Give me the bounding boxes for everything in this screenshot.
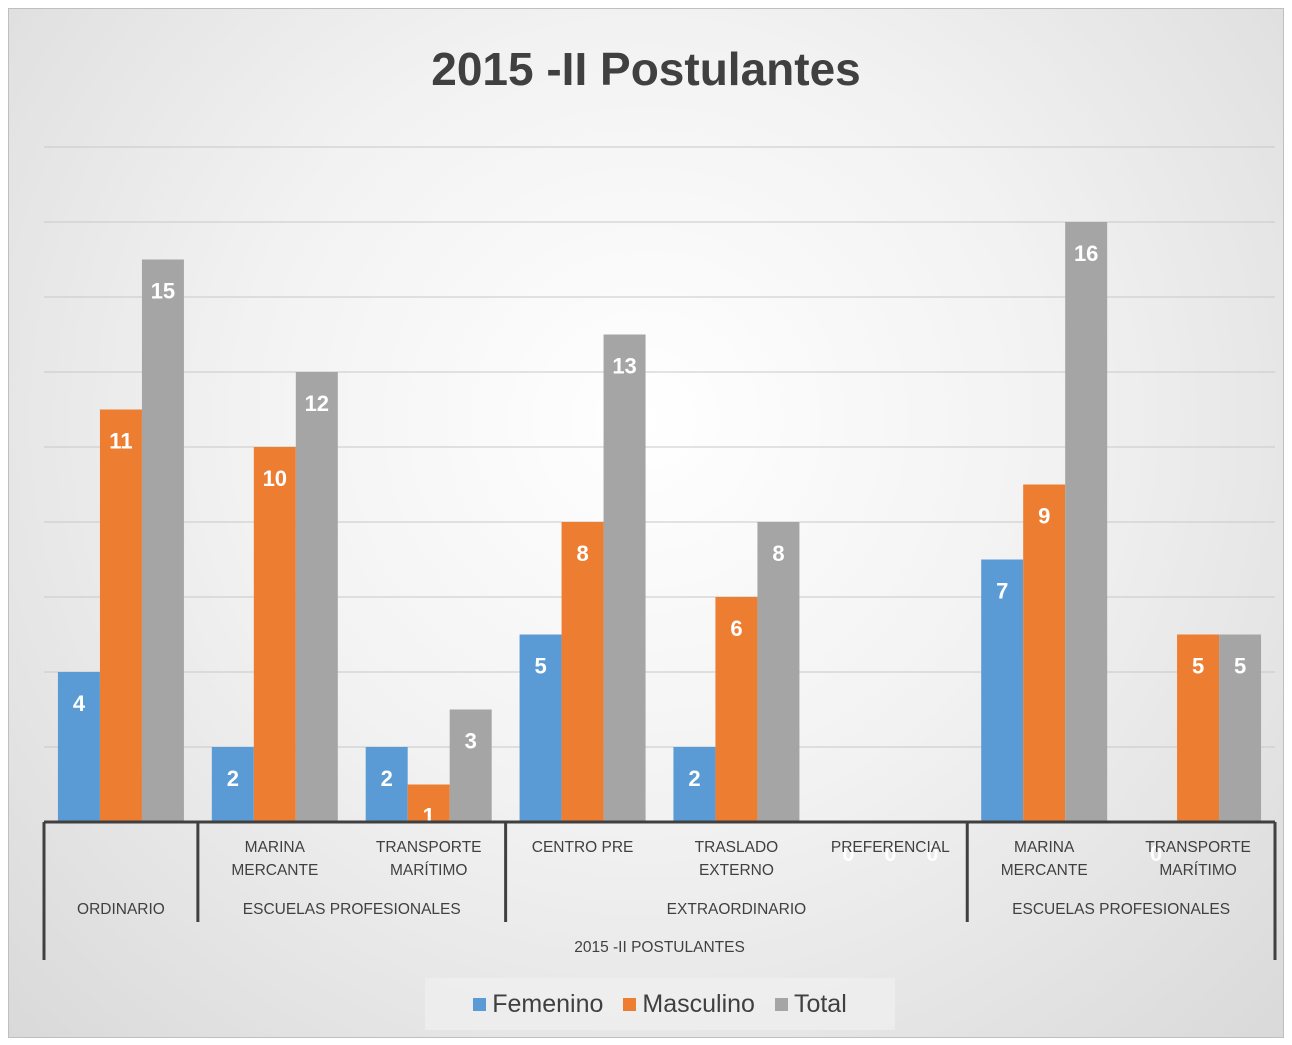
value-label: 9	[1038, 503, 1050, 528]
bar	[141, 259, 184, 822]
legend-item: Masculino	[623, 990, 755, 1019]
bar	[603, 334, 646, 822]
value-label: 11	[109, 428, 132, 453]
bar	[981, 559, 1024, 822]
value-label: 5	[534, 653, 546, 678]
bar	[1219, 634, 1262, 822]
value-label: 6	[730, 616, 742, 641]
value-label: 8	[576, 541, 588, 566]
chart-title: 2015 -II Postulantes	[431, 43, 861, 95]
value-label: 2	[688, 766, 700, 791]
value-label: 3	[465, 728, 477, 753]
legend-item: Femenino	[473, 990, 603, 1019]
value-label: 2	[381, 766, 393, 791]
bar	[99, 409, 142, 822]
legend-item: Total	[774, 989, 847, 1019]
bar	[365, 747, 408, 822]
bar	[673, 747, 716, 822]
x-axis-group-label: 2015 -II POSTULANTES	[574, 939, 745, 956]
bar	[1177, 634, 1220, 822]
legend-swatch	[473, 997, 487, 1011]
bar	[1065, 222, 1108, 822]
x-tick-label: TRASLADO EXTERNO	[694, 839, 779, 879]
legend-swatch	[774, 997, 788, 1011]
x-tick-label: PREFERENCIAL	[830, 839, 950, 856]
bar	[1023, 484, 1066, 822]
bar	[757, 522, 800, 822]
value-label: 10	[263, 466, 287, 491]
bar	[211, 747, 254, 822]
bar	[561, 522, 604, 822]
x-tick-label: MARINA MERCANTE	[1000, 839, 1088, 879]
value-label: 1	[423, 803, 435, 828]
value-label: 16	[1074, 241, 1098, 266]
x-tick-label: TRANSPORTE MARÍTIMO	[1145, 839, 1251, 879]
value-label: 0	[926, 841, 938, 866]
x-group-label: EXTRAORDINARIO	[666, 901, 807, 918]
x-group-label: ESCUELAS PROFESIONALES	[1012, 901, 1231, 918]
x-tick-label: MARINA MERCANTE	[231, 839, 319, 879]
x-tick-label: TRANSPORTE MARÍTIMO	[375, 839, 482, 879]
legend-label: Femenino	[492, 989, 604, 1018]
value-label: 7	[996, 578, 1008, 603]
bar	[295, 372, 338, 822]
value-label: 2	[227, 766, 239, 791]
legend-label: Masculino	[642, 989, 755, 1018]
bar	[407, 784, 450, 822]
bar	[449, 709, 492, 822]
value-label: 13	[612, 353, 636, 378]
value-label: 0	[1150, 841, 1162, 866]
value-label: 12	[305, 391, 329, 416]
value-label: 4	[73, 691, 86, 716]
x-tick-label: CENTRO PRE	[531, 839, 634, 856]
legend: Femenino Masculino Total	[425, 978, 895, 1030]
value-label: 0	[842, 841, 854, 866]
legend-swatch	[623, 997, 637, 1011]
value-label: 5	[1234, 653, 1246, 678]
bar	[57, 672, 100, 822]
bar	[715, 597, 758, 822]
value-label: 8	[772, 541, 784, 566]
bar	[519, 634, 562, 822]
bar	[253, 447, 296, 822]
value-label: 5	[1192, 653, 1204, 678]
value-label: 0	[884, 841, 896, 866]
x-group-label: ESCUELAS PROFESIONALES	[242, 901, 461, 918]
x-group-label: ORDINARIO	[77, 901, 165, 918]
legend-label: Total	[793, 989, 847, 1018]
value-label: 15	[151, 278, 175, 303]
